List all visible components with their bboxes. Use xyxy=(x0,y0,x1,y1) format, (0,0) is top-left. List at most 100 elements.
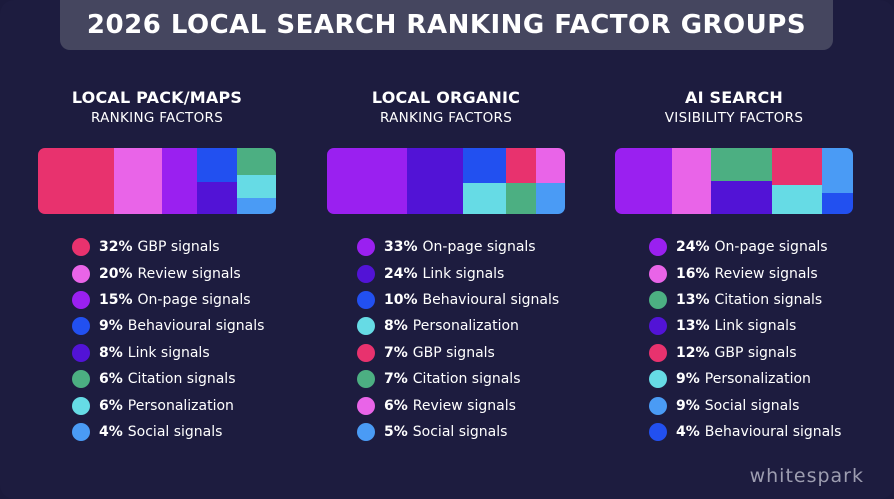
legend-label: Personalization xyxy=(412,318,519,335)
treemap-cell-on-page-signals xyxy=(615,148,672,214)
legend-percent: 15% xyxy=(99,291,133,308)
chart-header: LOCAL ORGANIC RANKING FACTORS xyxy=(327,88,565,128)
treemap-cell-citation-signals xyxy=(711,148,772,181)
treemap-cell-review-signals xyxy=(114,148,162,214)
legend-percent: 4% xyxy=(99,423,123,440)
page-title: 2026 LOCAL SEARCH RANKING FACTOR GROUPS xyxy=(86,10,807,40)
legend-item: 6% Personalization xyxy=(72,392,264,418)
treemap-cell-social-signals xyxy=(237,198,276,214)
chart-subtitle: RANKING FACTORS xyxy=(90,110,224,126)
legend-percent: 24% xyxy=(384,265,418,282)
legend-dot-icon xyxy=(649,238,667,257)
treemap-cell-gbp-signals xyxy=(772,148,822,185)
legend-percent: 10% xyxy=(384,291,418,308)
legend-item: 24% Link signals xyxy=(357,260,559,286)
legend-item: 7% GBP signals xyxy=(357,340,559,366)
legend-item: 12% GBP signals xyxy=(649,340,841,366)
legend-dot-icon xyxy=(649,290,667,309)
legend-item: 8% Personalization xyxy=(357,313,559,339)
legend-dot-icon xyxy=(357,396,375,415)
legend-dot-icon xyxy=(357,317,375,336)
treemap-cell-citation-signals xyxy=(237,148,276,175)
chart-header: LOCAL PACK/MAPS RANKING FACTORS xyxy=(38,88,276,128)
legend-percent: 9% xyxy=(99,318,123,335)
legend-label: Review signals xyxy=(137,265,241,282)
chart-legend: 24% On-page signals 16% Review signals 13% Ci… xyxy=(649,234,841,445)
chart-title: LOCAL PACK/MAPS xyxy=(71,88,243,107)
legend-percent: 8% xyxy=(384,318,408,335)
legend-label: Personalization xyxy=(127,397,234,414)
legend-dot-icon xyxy=(72,238,90,257)
legend-label: On-page signals xyxy=(714,239,828,256)
legend-label: Behavioural signals xyxy=(704,423,842,440)
legend-percent: 5% xyxy=(384,423,408,440)
legend-label: Link signals xyxy=(714,318,797,335)
legend-dot-icon xyxy=(649,370,667,389)
legend-percent: 33% xyxy=(384,239,418,256)
chart-subtitle: RANKING FACTORS xyxy=(379,110,513,126)
legend-dot-icon xyxy=(649,422,667,441)
legend-percent: 7% xyxy=(384,371,408,388)
treemap-cell-citation-signals xyxy=(506,183,536,214)
chart-title: LOCAL ORGANIC xyxy=(371,88,521,107)
treemap-cell-social-signals xyxy=(536,183,565,214)
legend-dot-icon xyxy=(72,290,90,309)
treemap-cell-social-signals xyxy=(822,148,853,193)
legend-item: 10% Behavioural signals xyxy=(357,287,559,313)
legend-label: GBP signals xyxy=(412,344,495,361)
treemap-cell-review-signals xyxy=(536,148,565,183)
legend-label: Social signals xyxy=(412,423,508,440)
legend-dot-icon xyxy=(357,343,375,362)
legend-percent: 20% xyxy=(99,265,133,282)
legend-label: Behavioural signals xyxy=(422,291,560,308)
treemap xyxy=(327,148,565,214)
legend-dot-icon xyxy=(649,343,667,362)
treemap-cell-gbp-signals xyxy=(506,148,536,183)
treemap-svg xyxy=(38,148,276,214)
chart-subtitle: VISIBILITY FACTORS xyxy=(664,110,804,126)
legend-label: On-page signals xyxy=(422,239,536,256)
legend-dot-icon xyxy=(72,396,90,415)
treemap-cell-link-signals xyxy=(197,182,237,214)
legend-percent: 7% xyxy=(384,344,408,361)
legend-dot-icon xyxy=(357,290,375,309)
legend-item: 9% Personalization xyxy=(649,366,841,392)
legend-label: GBP signals xyxy=(137,239,220,256)
legend-percent: 8% xyxy=(99,344,123,361)
brand-logo: whitespark xyxy=(749,465,864,487)
legend-percent: 12% xyxy=(676,344,710,361)
legend-percent: 9% xyxy=(676,371,700,388)
legend-dot-icon xyxy=(72,264,90,283)
legend-item: 32% GBP signals xyxy=(72,234,264,260)
legend-label: Review signals xyxy=(412,397,516,414)
chart-header: AI SEARCH VISIBILITY FACTORS xyxy=(615,88,853,128)
legend-label: Social signals xyxy=(704,397,800,414)
treemap-cell-gbp-signals xyxy=(38,148,114,214)
legend-percent: 13% xyxy=(676,291,710,308)
legend-percent: 6% xyxy=(384,397,408,414)
legend-dot-icon xyxy=(649,317,667,336)
legend-label: Link signals xyxy=(127,344,210,361)
legend-dot-icon xyxy=(72,422,90,441)
legend-item: 9% Social signals xyxy=(649,392,841,418)
legend-item: 15% On-page signals xyxy=(72,287,264,313)
treemap-cell-link-signals xyxy=(711,181,772,214)
legend-label: GBP signals xyxy=(714,344,797,361)
legend-percent: 9% xyxy=(676,397,700,414)
legend-label: Citation signals xyxy=(127,371,236,388)
legend-item: 13% Link signals xyxy=(649,313,841,339)
legend-item: 6% Review signals xyxy=(357,392,559,418)
chart-local-organic: LOCAL ORGANIC RANKING FACTORS 33% On-page… xyxy=(327,88,587,441)
chart-legend: 33% On-page signals 24% Link signals 10% Beha… xyxy=(357,234,559,445)
legend-dot-icon xyxy=(357,370,375,389)
legend-label: Citation signals xyxy=(714,291,823,308)
legend-dot-icon xyxy=(649,264,667,283)
legend-item: 33% On-page signals xyxy=(357,234,559,260)
treemap-cell-personalization xyxy=(463,183,506,214)
legend-dot-icon xyxy=(357,422,375,441)
legend-dot-icon xyxy=(72,343,90,362)
legend-percent: 16% xyxy=(676,265,710,282)
treemap-cell-behavioural-signals xyxy=(463,148,506,183)
legend-item: 4% Social signals xyxy=(72,419,264,445)
